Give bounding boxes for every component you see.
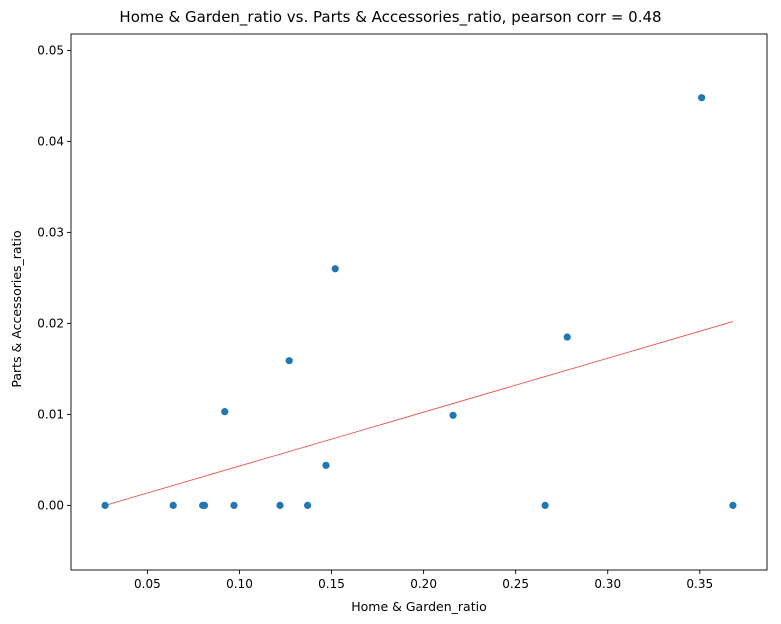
scatter-point: [698, 94, 706, 102]
x-tick-label: 0.35: [686, 577, 713, 591]
scatter-point: [304, 501, 312, 509]
x-tick-label: 0.30: [594, 577, 621, 591]
scatter-point: [169, 501, 177, 509]
y-tick-label: 0.03: [37, 226, 64, 240]
x-tick-label: 0.05: [134, 577, 161, 591]
y-tick-label: 0.00: [37, 499, 64, 513]
y-tick-label: 0.02: [37, 317, 64, 331]
scatter-point: [101, 501, 109, 509]
scatter-point: [285, 357, 293, 365]
scatter-point: [276, 501, 284, 509]
y-axis-label: Parts & Accessories_ratio: [9, 230, 24, 387]
y-tick-label: 0.04: [37, 135, 64, 149]
scatter-point: [729, 501, 737, 509]
scatter-point: [563, 333, 571, 341]
scatter-point: [449, 411, 457, 419]
plot-frame: [70, 33, 768, 571]
x-tick-label: 0.15: [318, 577, 345, 591]
scatter-point: [200, 501, 209, 509]
scatter-point: [221, 408, 229, 416]
scatter-point: [331, 265, 339, 273]
x-tick-label: 0.20: [410, 577, 437, 591]
x-tick-label: 0.25: [502, 577, 529, 591]
x-axis-label: Home & Garden_ratio: [351, 599, 487, 614]
trend-line: [104, 321, 734, 506]
scatter-point: [230, 501, 238, 509]
y-tick-label: 0.05: [37, 44, 64, 58]
scatter-point: [322, 461, 330, 469]
x-tick-label: 0.10: [226, 577, 253, 591]
scatter-point: [541, 501, 549, 509]
y-tick-label: 0.01: [37, 408, 64, 422]
chart-title: Home & Garden_ratio vs. Parts & Accessor…: [119, 8, 662, 26]
